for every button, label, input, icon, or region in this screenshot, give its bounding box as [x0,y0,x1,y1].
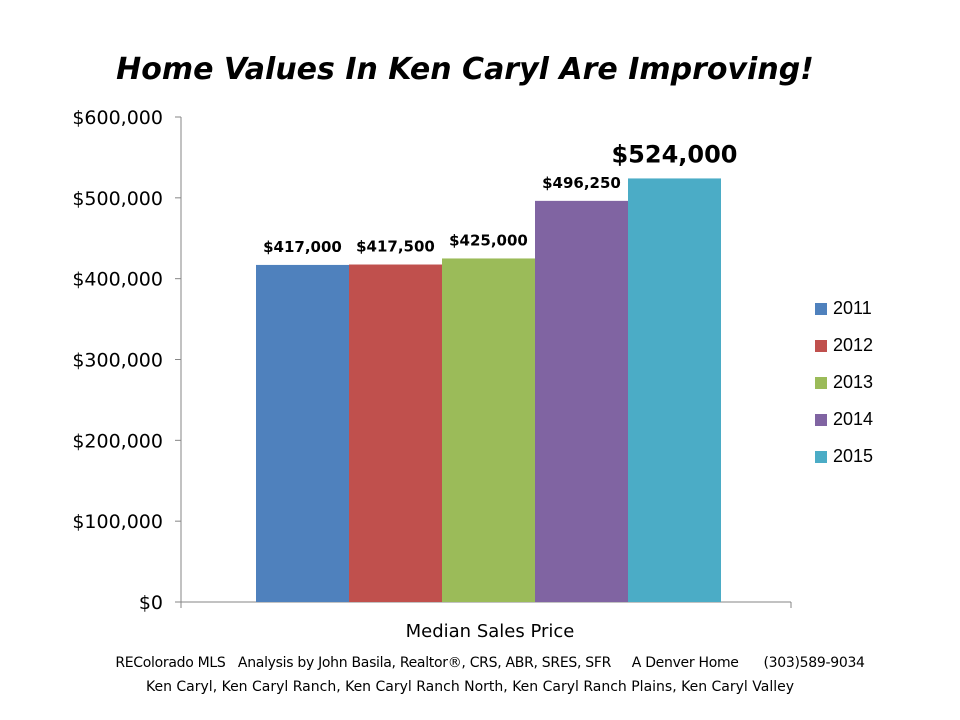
bar-2014 [535,200,628,603]
legend-swatch [815,413,827,426]
x-axis-label: Median Sales Price [405,621,575,642]
legend-item-2013: 2013 [815,364,873,401]
legend-label: 2012 [833,335,874,355]
y-tick-label: $0 [139,592,163,614]
y-tick-label: $600,000 [72,107,163,129]
y-tick-label: $100,000 [72,511,163,533]
legend-swatch [815,302,827,315]
legend: 2011 2012 2013 2014 2015 [815,290,873,475]
bar-2011 [256,264,349,602]
legend-item-2012: 2012 [815,327,873,364]
legend-item-2011: 2011 [815,290,873,327]
y-tick-label: $200,000 [72,430,163,452]
legend-label: 2011 [833,298,872,318]
data-label-2011: $417,000 [263,238,342,256]
y-tick-label: $300,000 [72,350,163,372]
data-label-2014: $496,250 [542,174,621,192]
data-label-2013: $425,000 [449,231,528,249]
bar-2015 [628,178,721,602]
legend-label: 2013 [833,372,874,392]
legend-item-2015: 2015 [815,438,873,475]
footer-areas: Ken Caryl, Ken Caryl Ranch, Ken Caryl Ra… [145,679,795,695]
legend-label: 2015 [833,446,874,466]
legend-swatch [815,339,827,352]
legend-swatch [815,376,827,389]
footer-credits: REColorado MLS Analysis by John Basila, … [115,655,865,671]
legend-item-2014: 2014 [815,401,873,438]
legend-label: 2014 [833,409,874,429]
bar-2013 [442,258,535,602]
legend-swatch [815,450,827,463]
chart-title: Home Values In Ken Caryl Are Improving! [116,52,814,87]
data-label-2015: $524,000 [611,140,737,168]
data-label-2012: $417,500 [356,238,435,256]
y-tick-label: $500,000 [72,188,163,210]
y-tick-label: $400,000 [72,269,163,291]
bar-2012 [349,264,442,602]
